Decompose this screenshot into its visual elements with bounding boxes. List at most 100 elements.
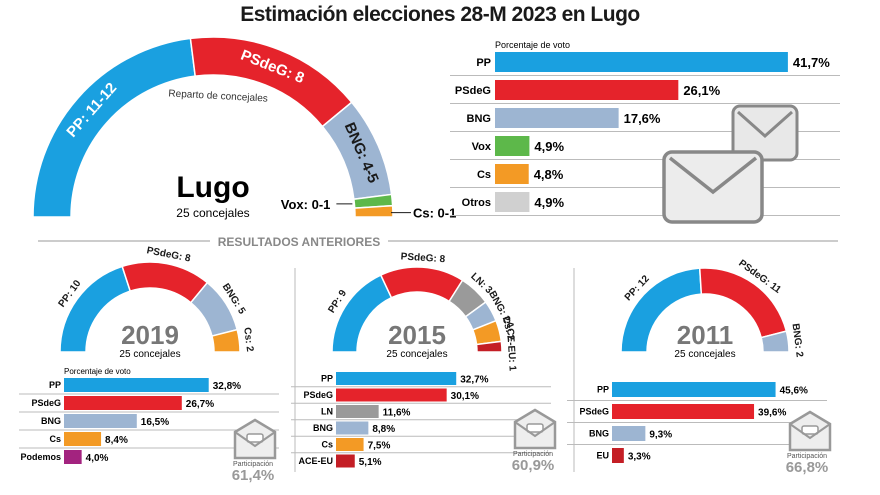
- arc-label-vox: Vox: 0-1: [281, 197, 331, 212]
- envelope-ballot: [801, 425, 819, 435]
- arc-slice-cs: [211, 328, 241, 353]
- bar-label-bng: BNG: [467, 113, 491, 125]
- bar-pp: [64, 378, 209, 392]
- bar-label-eu: EU: [596, 451, 609, 461]
- bar-label-psdeg: PSdeG: [31, 398, 61, 408]
- bar-cs: [336, 438, 364, 451]
- bar-pp: [336, 372, 457, 385]
- bar-label-bng: BNG: [41, 416, 61, 426]
- arc-slice-psdeg: [379, 266, 464, 303]
- bar-podemos: [64, 450, 82, 464]
- arc-slice-pp: [59, 265, 132, 353]
- votes-title: Porcentaje de voto: [64, 367, 131, 376]
- bar-ln: [336, 405, 379, 418]
- section-label: RESULTADOS ANTERIORES: [218, 235, 380, 249]
- open-envelope-icon: [233, 418, 277, 460]
- open-envelope-icon: [788, 410, 832, 452]
- bar-cs: [64, 432, 102, 446]
- bar-value-ln: 11,6%: [383, 408, 411, 419]
- bar-label-bng: BNG: [313, 423, 333, 433]
- envelope-flap: [514, 421, 556, 438]
- bar-label-pp: PP: [597, 385, 609, 395]
- seats-subtitle: 25 concejales: [674, 349, 735, 360]
- bar-value-otros: 4,9%: [534, 195, 564, 210]
- bar-value-pp: 41,7%: [793, 55, 830, 70]
- bar-value-psdeg: 26,7%: [186, 399, 214, 410]
- arc-slice-bng: [760, 330, 790, 353]
- bar-value-podemos: 4,0%: [86, 453, 109, 464]
- infographic-title: Estimación elecciones 28-M 2023 en Lugo: [240, 3, 640, 26]
- bar-value-bng: 8,8%: [372, 424, 395, 435]
- bar-bng: [336, 421, 369, 435]
- bar-label-cs: Cs: [321, 440, 333, 450]
- open-envelope-icon: [513, 408, 557, 450]
- bar-psdeg: [336, 388, 447, 402]
- year-title: 2015: [388, 320, 446, 350]
- bar-value-pp: 32,7%: [460, 375, 488, 386]
- envelope-ballot: [246, 433, 264, 443]
- bar-label-psdeg: PSdeG: [303, 390, 333, 400]
- bar-psdeg: [495, 80, 679, 100]
- seats-subtitle: 25 concejales: [119, 349, 180, 360]
- bar-psdeg: [64, 396, 182, 410]
- bar-label-pp: PP: [476, 57, 491, 69]
- bar-eu: [612, 448, 624, 463]
- bar-value-bng: 16,5%: [141, 417, 169, 428]
- participation-label: Participación: [787, 453, 827, 460]
- bar-label-bng: BNG: [589, 429, 609, 439]
- arc-slice-ace-eu: [475, 340, 503, 353]
- arc-slice-pp: [32, 37, 197, 218]
- votes-2023-chart: PP 41,7% PSdeG 26,1% BNG 17,6% Vox 4,9% Cs 4,8% Ot…: [450, 52, 840, 216]
- main-chart-title: Lugo: [176, 171, 249, 204]
- participation-label: Participación: [513, 451, 553, 458]
- bar-pp: [612, 382, 776, 397]
- bar-bng: [612, 426, 646, 441]
- bar-cs: [495, 164, 529, 184]
- arc-slice-psdeg: [121, 261, 209, 304]
- bar-value-cs: 7,5%: [368, 441, 391, 452]
- bar-bng: [495, 108, 619, 128]
- bar-label-vox: Vox: [472, 141, 492, 153]
- bar-label-psdeg: PSdeG: [455, 85, 491, 97]
- bar-value-cs: 8,4%: [105, 435, 128, 446]
- bar-value-psdeg: 30,1%: [451, 391, 479, 402]
- participation-value: 60,9%: [512, 457, 555, 474]
- bar-value-vox: 4,9%: [534, 139, 564, 154]
- arc-slice-cs: [353, 204, 394, 218]
- bar-label-ace-eu: ACE-EU: [298, 456, 333, 466]
- bar-label-pp: PP: [321, 374, 333, 384]
- bar-value-eu: 3,3%: [628, 452, 651, 463]
- arc-label-bng: BNG: 2: [790, 323, 805, 358]
- envelope-icon: [662, 150, 764, 224]
- arc-label-psdeg: PSdeG: 8: [400, 251, 445, 265]
- participation-value: 66,8%: [786, 459, 829, 476]
- bar-label-ln: LN: [321, 407, 333, 417]
- votes-2023-title: Porcentaje de voto: [495, 40, 570, 50]
- seats-subtitle: 25 concejales: [386, 349, 447, 360]
- arc-label-ace-eu: ACE-EU: 1: [504, 321, 518, 372]
- bar-value-bng: 17,6%: [624, 111, 661, 126]
- envelope-flap: [789, 423, 831, 440]
- bar-psdeg: [612, 404, 755, 419]
- bar-value-psdeg: 26,1%: [683, 83, 720, 98]
- arc-label-cs: Cs: 2: [241, 327, 255, 353]
- main-chart-subtitle: 25 concejales: [176, 206, 249, 220]
- envelope-flap: [234, 431, 276, 448]
- arc-slice-pp: [331, 274, 393, 353]
- year-title: 2019: [121, 320, 179, 350]
- bar-value-psdeg: 39,6%: [758, 408, 786, 419]
- envelope-icon: [731, 104, 799, 162]
- bar-value-ace-eu: 5,1%: [359, 457, 382, 468]
- bar-pp: [495, 52, 788, 72]
- bar-ace-eu: [336, 454, 355, 468]
- bar-label-podemos: Podemos: [20, 452, 61, 462]
- bar-label-pp: PP: [49, 380, 61, 390]
- bar-otros: [495, 192, 530, 212]
- envelope-ballot: [526, 423, 544, 433]
- bar-label-psdeg: PSdeG: [579, 407, 609, 417]
- bar-value-pp: 45,6%: [780, 386, 808, 397]
- bar-vox: [495, 136, 530, 156]
- main-chart-inner-label: Reparto de concejales: [168, 88, 268, 104]
